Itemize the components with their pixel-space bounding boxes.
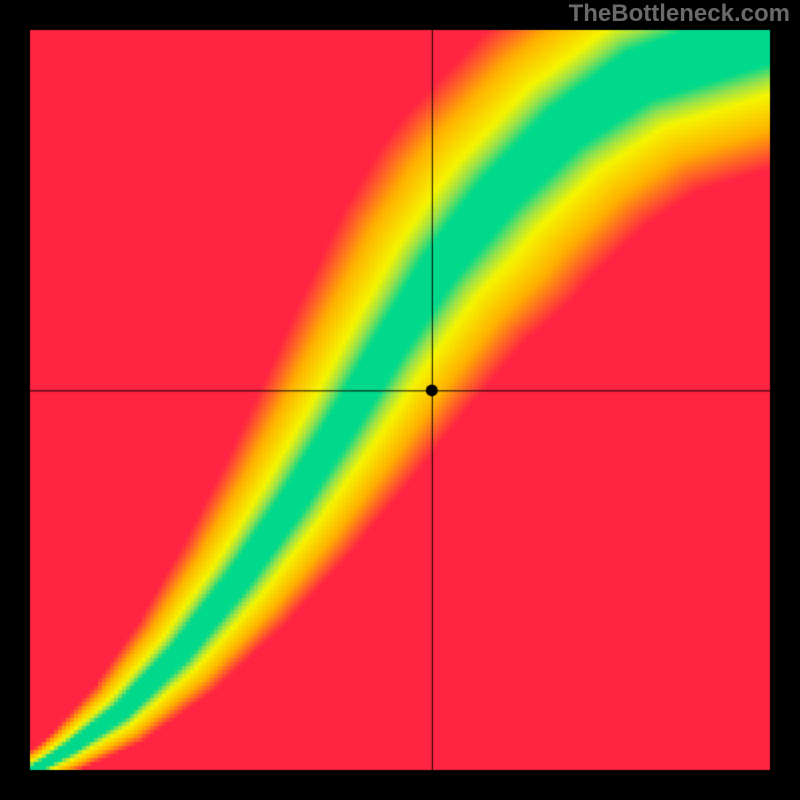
bottleneck-heatmap	[0, 0, 800, 800]
watermark-text: TheBottleneck.com	[569, 0, 790, 28]
